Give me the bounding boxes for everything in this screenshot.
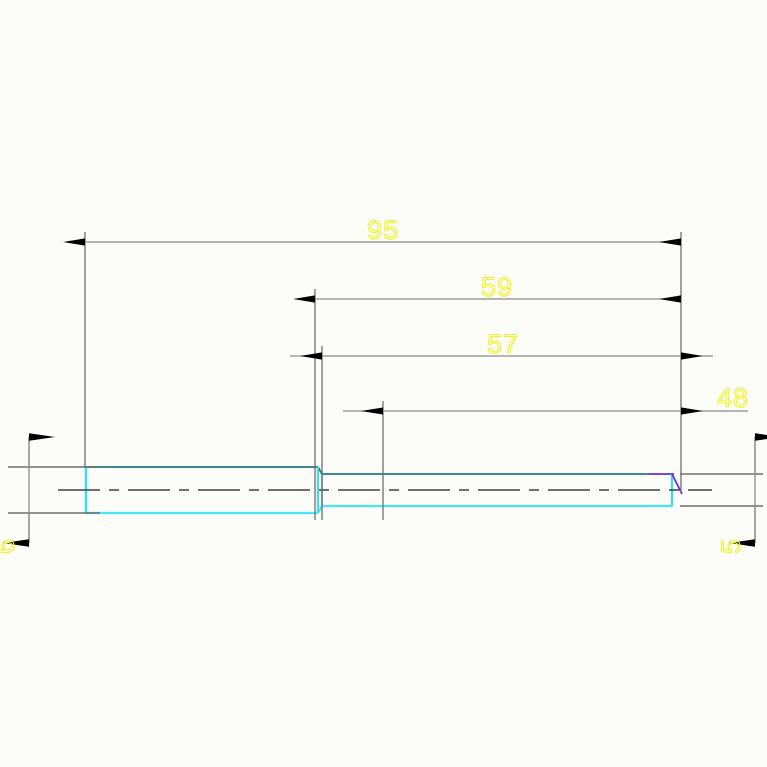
dim-label-6: 6 <box>0 538 20 554</box>
dimension-57[interactable]: 57 <box>290 328 713 520</box>
dim-label-59: 59 <box>481 272 513 302</box>
dim-label-95: 95 <box>367 215 399 245</box>
dimension-48[interactable]: 48 <box>343 382 749 520</box>
dimension-5[interactable]: 5 <box>680 433 767 555</box>
dim-label-57: 57 <box>487 329 519 359</box>
profile-chamfer-edge <box>671 473 683 495</box>
dim-label-5: 5 <box>716 538 746 554</box>
dim-label-48: 48 <box>717 383 749 413</box>
dimension-59[interactable]: 59 <box>293 271 681 520</box>
dimension-6[interactable]: 6 <box>0 433 100 555</box>
dimension-95[interactable]: 95 <box>63 214 682 492</box>
